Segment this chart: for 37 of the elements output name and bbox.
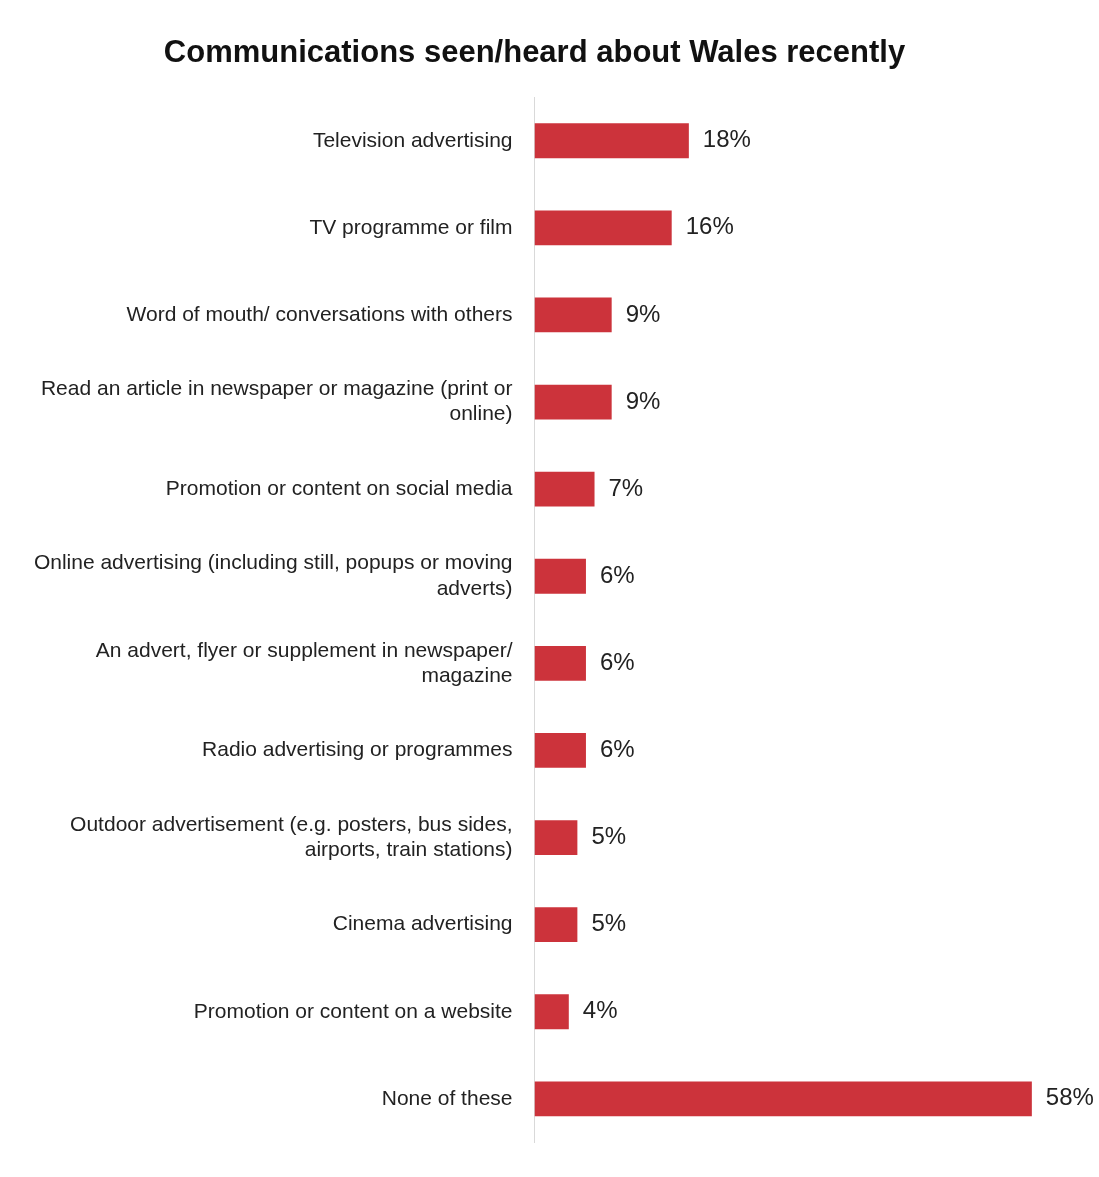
data-label: 18% bbox=[702, 125, 751, 153]
y-tick-label: Television advertising bbox=[312, 127, 513, 151]
bar bbox=[534, 210, 672, 246]
y-tick-label: Radio advertising or programmes bbox=[202, 737, 513, 761]
y-tick-label: Promotion or content on a website bbox=[193, 998, 513, 1022]
y-tick-label: Word of mouth/ conversations with others bbox=[126, 301, 513, 325]
y-tick-label: None of these bbox=[381, 1085, 513, 1109]
data-label: 9% bbox=[625, 299, 661, 327]
y-tick-label: TV programme or film bbox=[309, 214, 513, 238]
bar bbox=[534, 297, 612, 333]
bar bbox=[534, 1081, 1032, 1117]
data-label: 5% bbox=[591, 909, 627, 937]
y-tick-label: Cinema advertising bbox=[332, 911, 513, 935]
data-label: 6% bbox=[599, 560, 635, 588]
data-label: 16% bbox=[685, 212, 734, 240]
y-tick-label: Outdoor advertisement (e.g. posters, bus sides, airports, train stations) bbox=[70, 811, 513, 860]
y-tick-label: Read an article in newspaper or magazine (print or online) bbox=[40, 376, 513, 425]
data-label: 6% bbox=[599, 735, 635, 763]
data-label: 9% bbox=[625, 386, 661, 414]
bar bbox=[534, 907, 578, 943]
bar bbox=[534, 994, 569, 1030]
bar bbox=[534, 820, 578, 855]
bar bbox=[534, 123, 689, 159]
data-label: 7% bbox=[608, 473, 644, 501]
chart-title: Communications seen/heard about Wales recently bbox=[163, 34, 906, 70]
data-label: 5% bbox=[591, 822, 627, 850]
y-tick-label: Online advertising (including still, popups or moving adverts) bbox=[33, 550, 513, 599]
y-tick-label: Promotion or content on social media bbox=[165, 475, 513, 499]
y-tick-label: An advert, flyer or supplement in newspaper/ magazine bbox=[95, 637, 513, 686]
bar bbox=[534, 645, 586, 681]
data-label: 6% bbox=[599, 647, 635, 675]
data-label: 58% bbox=[1045, 1083, 1094, 1111]
data-label: 4% bbox=[582, 996, 618, 1024]
bar bbox=[534, 558, 586, 594]
bar bbox=[534, 384, 612, 420]
bar bbox=[534, 471, 595, 507]
bar bbox=[534, 733, 586, 768]
